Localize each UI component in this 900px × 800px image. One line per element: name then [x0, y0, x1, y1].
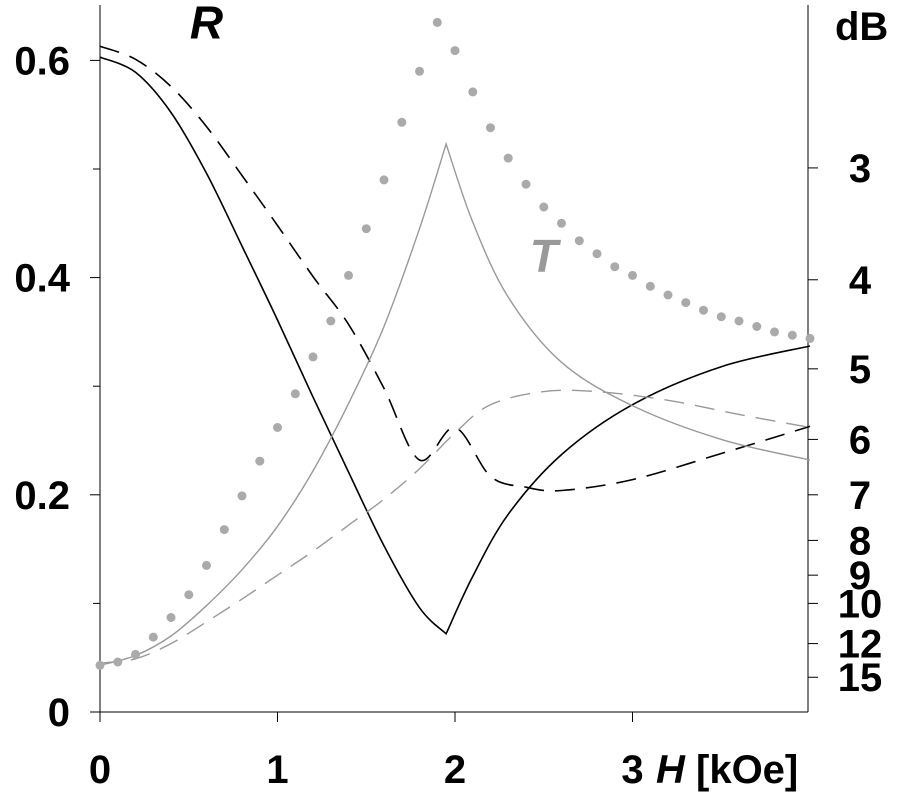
- y-tick-label: 0.2: [14, 474, 70, 518]
- data-point-t-dotted: [166, 613, 176, 622]
- x-axis-label: H [kOe]: [656, 748, 798, 792]
- right-axis-tick-label: 15: [838, 656, 883, 700]
- data-point-t-dotted: [628, 270, 637, 280]
- data-point-t-dotted: [805, 333, 815, 343]
- right-axis-tick-label: 4: [849, 259, 872, 303]
- data-point-t-dotted: [131, 649, 140, 659]
- data-point-t-dotted: [503, 153, 513, 163]
- data-point-t-dotted: [734, 316, 744, 326]
- data-point-t-dotted: [663, 290, 673, 300]
- data-point-t-dotted: [557, 218, 566, 228]
- y-tick-label: 0: [48, 691, 70, 735]
- y-tick-label: 0.6: [14, 39, 70, 83]
- series-t-solid: [99, 141, 811, 666]
- data-point-t-dotted: [184, 590, 194, 600]
- data-point-t-dotted: [148, 632, 158, 642]
- data-point-t-dotted: [574, 236, 584, 246]
- data-point-t-dotted: [432, 17, 442, 27]
- axes: [90, 5, 818, 722]
- series-r-solid: [99, 56, 811, 636]
- right-axis-tick-label: 9: [849, 554, 871, 598]
- right-axis-unit-label: dB: [835, 5, 888, 49]
- data-point-t-dotted: [344, 270, 353, 280]
- data-point-t-dotted: [219, 525, 229, 535]
- x-axis-symbol: H: [656, 748, 686, 792]
- data-point-t-dotted: [486, 123, 495, 133]
- curves: [95, 17, 815, 670]
- data-point-t-dotted: [699, 305, 708, 315]
- x-tick-label: 2: [444, 748, 466, 792]
- right-axis-tick-label: 6: [849, 418, 871, 462]
- data-point-t-dotted: [308, 352, 318, 362]
- data-point-t-dotted: [468, 87, 478, 97]
- data-point-t-dotted: [610, 262, 620, 272]
- data-point-t-dotted: [521, 179, 531, 189]
- y-tick-label: 0.4: [14, 257, 70, 301]
- data-point-t-dotted: [787, 330, 797, 340]
- series-t-dashed: [99, 389, 811, 664]
- data-point-t-dotted: [592, 249, 602, 259]
- data-point-t-dotted: [326, 316, 336, 326]
- right-axis-tick-label: 8: [849, 519, 871, 563]
- data-point-t-dotted: [95, 660, 105, 670]
- data-point-t-dotted: [361, 224, 371, 234]
- data-point-t-dotted: [113, 657, 123, 667]
- data-point-t-dotted: [645, 281, 655, 291]
- data-point-t-dotted: [273, 423, 282, 432]
- right-axis-tick-label: 12: [838, 623, 883, 667]
- right-axis-tick-label: 5: [849, 348, 871, 392]
- x-axis-unit: [kOe]: [685, 748, 798, 792]
- right-axis-tick-label: 3: [849, 147, 871, 191]
- data-point-t-dotted: [770, 327, 779, 337]
- data-point-t-dotted: [450, 46, 460, 56]
- data-point-t-dotted: [290, 389, 300, 399]
- curve-label-r: R: [190, 0, 223, 49]
- data-point-t-dotted: [681, 298, 691, 308]
- data-point-t-dotted: [255, 456, 265, 466]
- right-axis-tick-label: 10: [838, 582, 883, 626]
- series-r-dashed: [99, 45, 811, 492]
- data-point-t-dotted: [716, 312, 726, 322]
- data-point-t-dotted: [379, 175, 389, 185]
- data-point-t-dotted: [202, 560, 211, 570]
- x-tick-label: 1: [266, 748, 288, 792]
- data-point-t-dotted: [397, 117, 407, 127]
- curve-label-t: T: [530, 230, 562, 282]
- data-point-t-dotted: [237, 491, 247, 501]
- data-point-t-dotted: [539, 202, 549, 212]
- data-point-t-dotted: [752, 322, 762, 331]
- right-axis-tick-label: 7: [849, 474, 871, 518]
- data-point-t-dotted: [415, 66, 424, 76]
- x-tick-label: 3: [621, 748, 643, 792]
- x-tick-label: 0: [89, 748, 111, 792]
